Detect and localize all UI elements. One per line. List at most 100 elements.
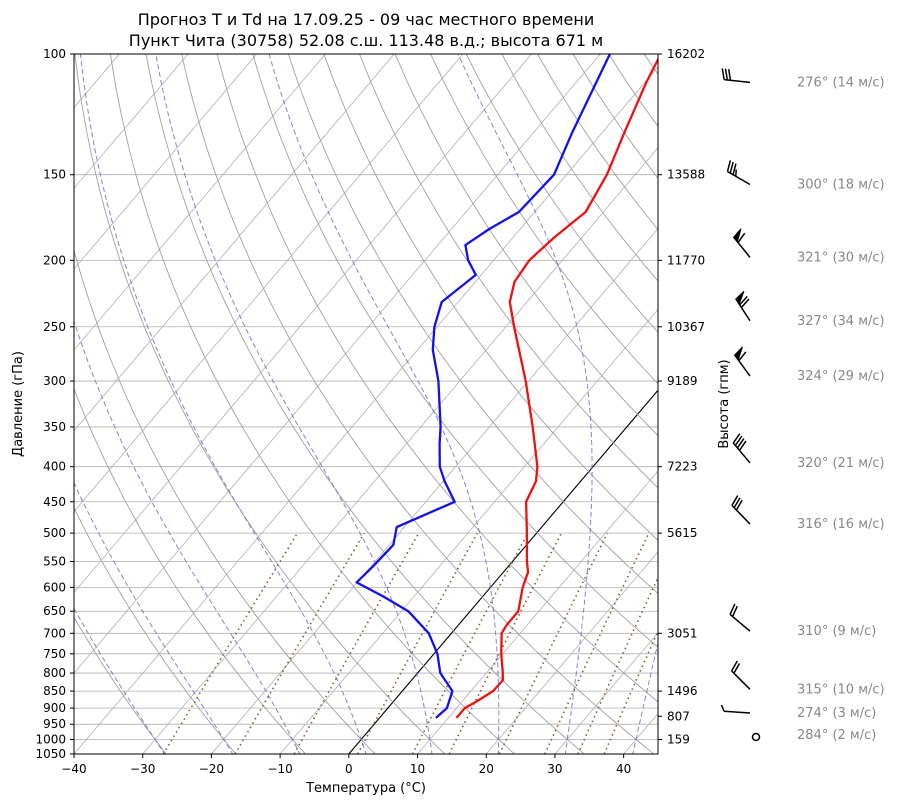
wind-label: 284° (2 м/с) (797, 728, 876, 743)
mixing-ratio-line (356, 532, 479, 754)
barb-feather (735, 499, 743, 511)
y-tick-label: 400 (43, 460, 66, 474)
wind-barbs: 276° (14 м/с) 300° (18 м/с) 321° (30 м/с) 3… (720, 68, 885, 743)
height-tick-label: 807 (667, 709, 690, 723)
isotherm-line (211, 227, 658, 754)
dry-adiabat-line (109, 54, 515, 754)
x-tick-label: 40 (616, 762, 631, 776)
chart-subtitle: Пункт Чита (30758) 52.08 с.ш. 113.48 в.д… (129, 31, 603, 50)
thermodynamic-grid (74, 54, 900, 754)
height-tick-label: 9189 (667, 374, 698, 388)
dry-adiabat-line (74, 616, 167, 754)
moist-adiabat-line (74, 320, 301, 754)
moist-adiabat-line (80, 54, 367, 754)
dry-adiabat-line (359, 54, 658, 489)
calm-wind-circle (751, 732, 761, 742)
isotherm-line (623, 712, 658, 754)
barb-feather (733, 662, 741, 674)
height-tick-label: 3051 (667, 626, 698, 640)
height-tick-label: 1496 (667, 684, 698, 698)
y-tick-label: 650 (43, 604, 66, 618)
mixing-ratio-line (234, 532, 365, 754)
dry-adiabat-line (430, 54, 658, 385)
dry-adiabat-line (787, 54, 900, 754)
isotherm-line (485, 551, 658, 754)
x-tick-label: −10 (267, 762, 292, 776)
barb-shaft (727, 170, 751, 186)
dry-adiabat-line (893, 54, 900, 754)
y-axis-label: Давление (гПа) (11, 351, 26, 457)
wind-label: 276° (14 м/с) (797, 75, 885, 90)
x-tick-label: 20 (479, 762, 494, 776)
height-axis-label: Высота (гпм) (717, 359, 732, 448)
y-tick-label: 250 (43, 320, 66, 334)
wind-barb: 320° (21 м/с) (732, 433, 885, 471)
y-tick-label: 1000 (35, 732, 66, 746)
dry-adiabat-line (643, 54, 658, 75)
axes: −40 −30 −20 −10 0 10 20 30 40 100 150 200 250 300 350 4… (35, 47, 705, 776)
y-tick-label: 800 (43, 666, 66, 680)
wind-barb: 274° (3 м/с) (720, 704, 876, 721)
barb-feather (738, 440, 747, 451)
moist-adiabat-line (74, 481, 234, 754)
wind-label: 324° (29 м/с) (797, 369, 885, 384)
mixing-ratio-line (544, 532, 650, 754)
wind-barb: 310° (9 м/с) (729, 603, 876, 639)
moist-adiabat-line (632, 640, 658, 754)
isotherm-line (74, 54, 532, 593)
wind-label: 315° (10 м/с) (797, 682, 885, 697)
barb-feather (727, 68, 732, 81)
barb-feather (739, 295, 748, 306)
barb-feather (736, 438, 745, 449)
dry-adiabat-line (715, 54, 900, 754)
dry-adiabat-line (287, 54, 658, 595)
isotherm-line (554, 632, 658, 754)
height-tick-label: 7223 (667, 460, 698, 474)
wind-label: 316° (16 м/с) (797, 517, 885, 532)
x-tick-label: 30 (547, 762, 562, 776)
x-tick-label: 10 (410, 762, 425, 776)
height-tick-label: 10367 (667, 320, 705, 334)
sounding-profiles (355, 54, 658, 719)
isotherm-line (74, 54, 601, 674)
barb-feather (732, 433, 741, 444)
moist-adiabat-line (74, 607, 166, 754)
y-tick-label: 1050 (35, 747, 66, 761)
wind-barb: 327° (34 м/с) (735, 290, 885, 329)
dry-adiabat-line (323, 54, 658, 541)
barb-shaft (724, 78, 751, 84)
barb-feather (721, 68, 725, 80)
dry-adiabat-line (572, 54, 658, 179)
isotherm-line (74, 54, 258, 270)
dry-adiabat-line (74, 506, 237, 754)
dry-adiabat-line (252, 54, 658, 648)
barb-feather (734, 435, 743, 446)
y-tick-label: 450 (43, 495, 66, 509)
isotherm-line (417, 470, 658, 754)
wind-label: 320° (21 м/с) (797, 456, 885, 471)
moist-adiabat-line (457, 54, 593, 754)
y-tick-label: 350 (43, 420, 66, 434)
wind-label: 327° (34 м/с) (797, 314, 885, 329)
barb-pennant (734, 346, 743, 361)
mixing-ratio-line (498, 532, 609, 754)
y-tick-label: 700 (43, 626, 66, 640)
x-tick-label: −20 (199, 762, 224, 776)
wind-barb: 300° (18 м/с) (726, 160, 885, 192)
barb-feather (740, 298, 750, 309)
barb-shaft (732, 442, 751, 464)
height-tick-label: 5615 (667, 526, 698, 540)
wind-barb: 284° (2 м/с) (751, 728, 876, 743)
y-tick-label: 550 (43, 555, 66, 569)
height-tick-label: 16202 (667, 47, 705, 61)
dry-adiabat-line (74, 54, 446, 754)
barb-shaft (731, 504, 751, 525)
dry-adiabat-line (394, 54, 658, 437)
wind-barb: 316° (16 м/с) (731, 495, 885, 532)
wind-label: 310° (9 м/с) (797, 624, 876, 639)
barb-feather (724, 68, 729, 81)
barb-pennant (732, 228, 742, 243)
wind-label: 321° (30 м/с) (797, 250, 885, 265)
y-tick-label: 850 (43, 684, 66, 698)
